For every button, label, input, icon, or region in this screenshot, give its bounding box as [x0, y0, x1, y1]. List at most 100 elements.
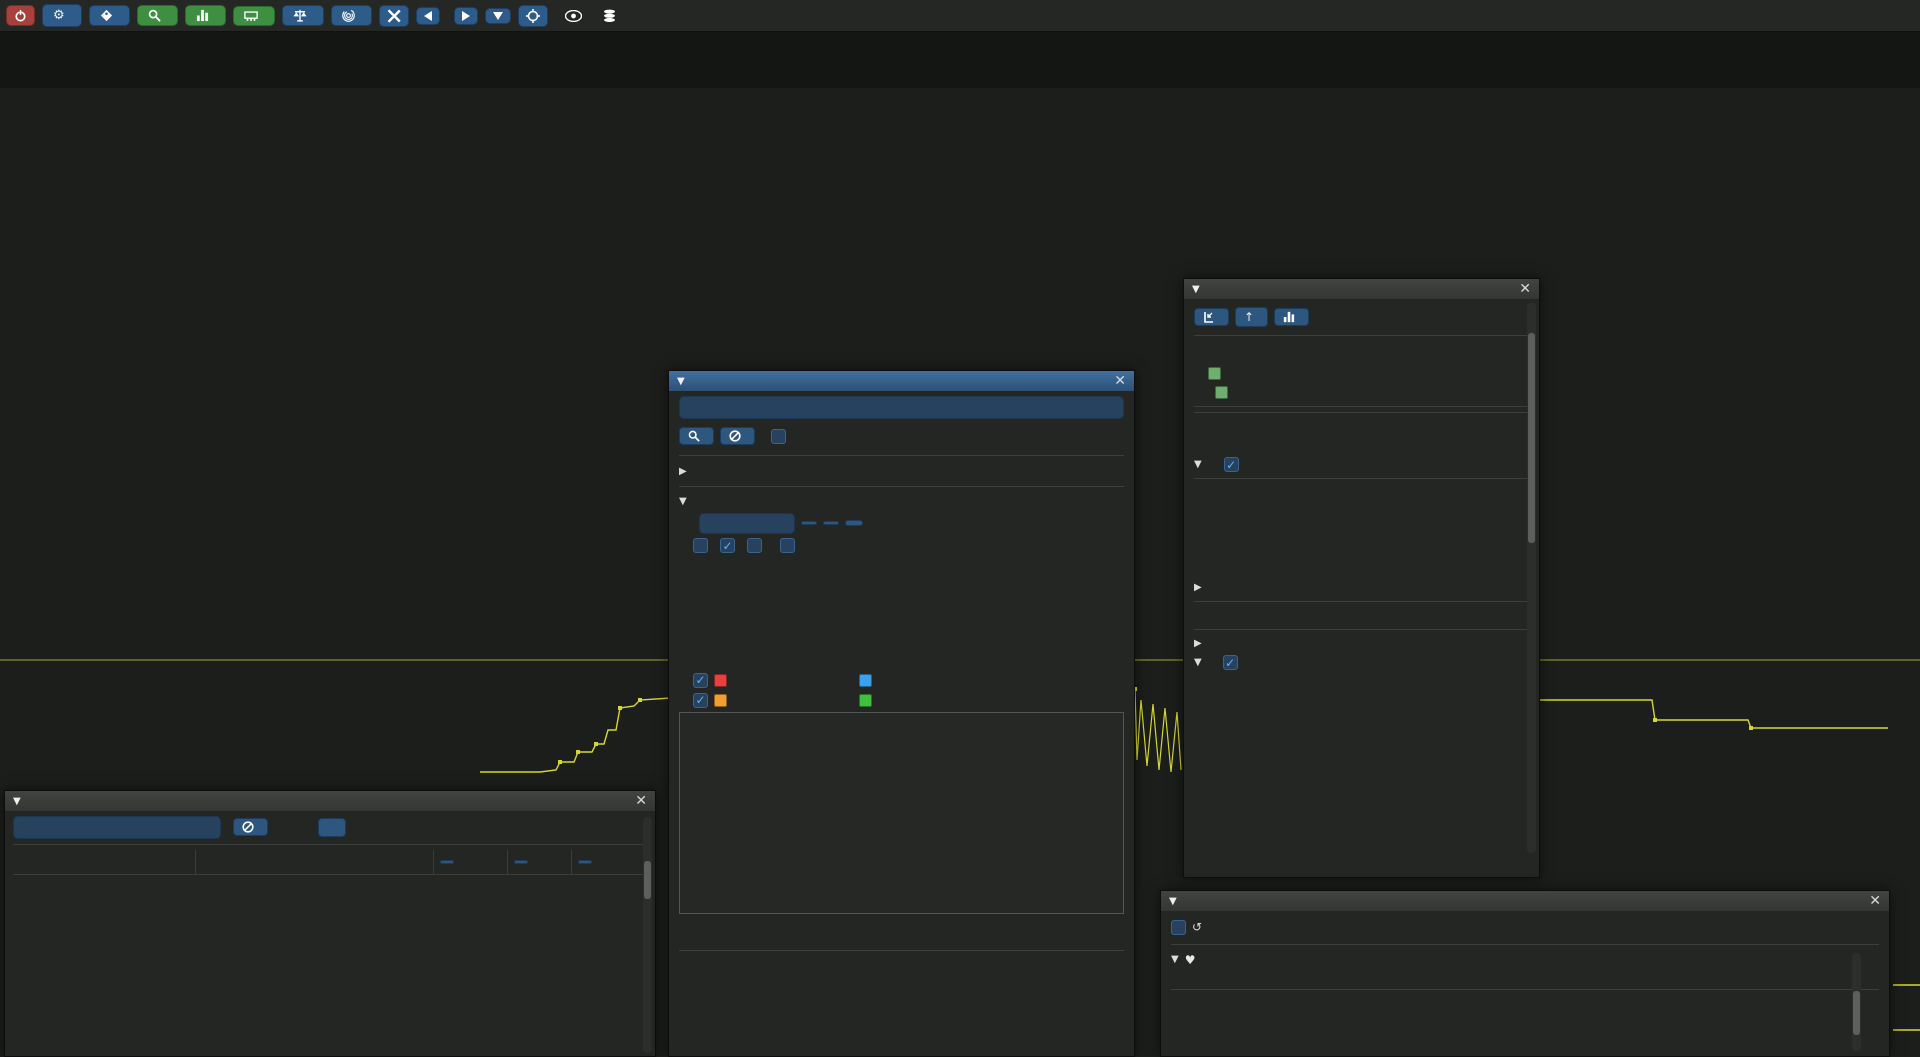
zone-info-scrollbar[interactable] — [1527, 303, 1536, 853]
zone-info-window: ▼ ✕ ↑ — [1183, 278, 1540, 878]
min-bin-minus-button[interactable] — [801, 521, 817, 525]
statistics-titlebar[interactable]: ▼ ✕ — [5, 791, 655, 811]
group-median-color-swatch — [859, 693, 872, 707]
time-ruler[interactable] — [0, 88, 1920, 106]
active-allocations-section[interactable]: ▼ ♥ — [1171, 952, 1196, 967]
average-color-swatch — [714, 673, 727, 687]
histogram-plot[interactable] — [679, 712, 1124, 914]
collapse-icon[interactable]: ▼ — [1192, 283, 1200, 295]
source-color-swatch — [1208, 367, 1221, 380]
elapsed-time — [603, 9, 622, 23]
collapse-icon[interactable]: ▼ — [677, 375, 685, 387]
tag-icon — [100, 9, 112, 22]
find-zone-window: ▼ ✕ ▶ ▼ — [668, 370, 1135, 1057]
go-to-parent-button[interactable]: ↑ — [1235, 307, 1269, 327]
col-location[interactable] — [195, 850, 433, 874]
compare-button[interactable] — [281, 5, 324, 26]
min-bin-input[interactable] — [699, 512, 795, 534]
col-mtpc[interactable] — [578, 860, 592, 864]
allocations-list-section[interactable]: ▶ — [1194, 582, 1202, 593]
memory-button[interactable] — [232, 5, 275, 26]
group-average-color-swatch — [714, 693, 727, 707]
statistics-button[interactable] — [184, 5, 226, 26]
gear-icon: ⚙ — [53, 8, 65, 23]
collapse-icon[interactable]: ▼ — [13, 795, 21, 807]
wait-regions-section[interactable]: ▼ — [1194, 456, 1529, 473]
focus-frame-button[interactable] — [517, 4, 548, 27]
statistics-window: ▼ ✕ — [4, 790, 656, 1057]
prev-frame-button[interactable] — [415, 6, 440, 25]
min-bin-plus-button[interactable] — [823, 521, 839, 525]
show-average-checkbox[interactable] — [693, 672, 708, 688]
next-frame-button[interactable] — [453, 6, 478, 25]
bars-icon — [196, 9, 208, 22]
frame-overview-strip[interactable] — [0, 32, 1920, 88]
restrict-time-checkbox[interactable] — [1171, 919, 1186, 935]
median-color-swatch — [859, 673, 872, 687]
close-icon[interactable]: ✕ — [1114, 373, 1126, 389]
ignore-case-checkbox[interactable] — [771, 428, 786, 444]
fingerprint-icon — [341, 9, 355, 22]
zone-statistics-button[interactable] — [1274, 308, 1310, 326]
search-icon — [148, 9, 161, 22]
clear-filter-button[interactable] — [233, 818, 268, 836]
histogram-axis — [679, 914, 1124, 929]
filter-zones-input[interactable] — [13, 815, 221, 839]
log-time-checkbox[interactable] — [720, 538, 735, 553]
frame-dropdown-button[interactable] — [484, 7, 511, 24]
find-zone-titlebar[interactable]: ▼ ✕ — [669, 371, 1134, 391]
frame-time — [564, 9, 588, 22]
tools-button[interactable] — [378, 4, 409, 27]
relative-time-checkbox[interactable] — [1223, 457, 1239, 472]
statistics-scrollbar[interactable] — [643, 817, 652, 1053]
reset-button[interactable] — [845, 520, 863, 526]
col-counts[interactable] — [514, 860, 528, 864]
history-icon: ↺ — [1192, 920, 1203, 934]
col-total-time[interactable] — [440, 860, 454, 864]
child-zones-section[interactable]: ▼ — [1194, 654, 1529, 671]
eye-icon — [564, 9, 582, 22]
log-values-checkbox[interactable] — [693, 538, 708, 553]
scales-icon — [293, 9, 307, 22]
right-arrow-icon — [461, 10, 470, 21]
heart-icon: ♥ — [1184, 952, 1196, 967]
zone-trace-section[interactable]: ▶ — [1194, 638, 1202, 649]
collapse-icon[interactable]: ▼ — [1169, 895, 1177, 907]
options-button[interactable]: ⚙ — [42, 4, 82, 27]
zoom-to-zone-button[interactable] — [1194, 308, 1229, 326]
down-arrow-icon — [492, 11, 503, 20]
close-icon[interactable]: ✕ — [1519, 281, 1531, 297]
ram-icon — [243, 10, 258, 21]
show-group-average-checkbox[interactable] — [693, 692, 708, 708]
histogram-section[interactable]: ▼ — [679, 496, 687, 507]
up-arrow-icon: ↑ — [1244, 310, 1255, 324]
self-time-checkbox[interactable] — [780, 538, 795, 553]
statistics-table-header — [13, 850, 647, 874]
bars-icon — [1283, 311, 1295, 323]
close-icon[interactable]: ✕ — [635, 793, 647, 809]
group-children-checkbox[interactable] — [1222, 655, 1238, 670]
frame-labels-row[interactable] — [0, 106, 1920, 124]
matched-source-locations[interactable]: ▶ — [679, 465, 687, 477]
main-toolbar: ⚙ — [0, 0, 1920, 32]
find-button[interactable] — [679, 427, 714, 445]
partial-button[interactable] — [318, 817, 346, 837]
zoom-to-zone-icon — [1204, 312, 1213, 323]
close-icon[interactable]: ✕ — [1869, 893, 1881, 909]
info-button[interactable] — [330, 5, 372, 26]
power-icon — [15, 9, 26, 22]
zone-info-titlebar[interactable]: ▼ ✕ — [1184, 279, 1539, 299]
find-zone-search-input[interactable] — [679, 396, 1124, 419]
clear-icon — [242, 821, 254, 833]
database-icon — [603, 9, 615, 22]
power-button[interactable] — [6, 5, 35, 26]
clear-button[interactable] — [720, 427, 755, 445]
cumulate-time-checkbox[interactable] — [747, 538, 762, 553]
find-zone-button[interactable] — [136, 5, 178, 26]
messages-button[interactable] — [88, 5, 130, 26]
memory-scrollbar[interactable] — [1852, 953, 1861, 1051]
clear-icon — [729, 430, 741, 442]
memory-titlebar[interactable]: ▼ ✕ — [1161, 891, 1889, 911]
crosshair-icon — [525, 8, 540, 23]
